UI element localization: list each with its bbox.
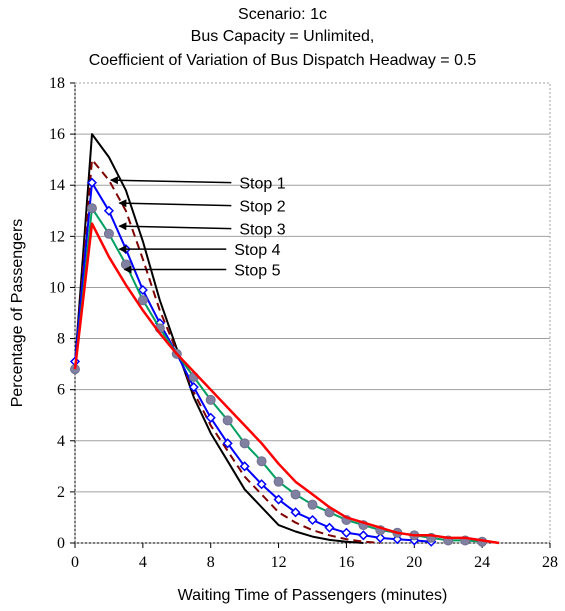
annotation-stop-5: Stop 5: [123, 263, 281, 280]
annotation-label: Stop 2: [239, 199, 285, 216]
data-point: [120, 259, 131, 270]
x-tick-label: 20: [406, 554, 422, 571]
y-tick-label: 8: [57, 331, 65, 348]
annotation-stop-4: Stop 4: [118, 242, 281, 259]
data-point: [358, 530, 369, 541]
annotation-label: Stop 5: [234, 263, 280, 280]
annotation-stop-3: Stop 3: [118, 222, 286, 239]
annotation-stop-2: Stop 2: [118, 199, 286, 216]
annotation-label: Stop 4: [234, 242, 280, 259]
series-stop-5: [73, 222, 500, 545]
data-point: [324, 522, 335, 533]
y-axis-title: Percentage of Passengers: [9, 219, 26, 408]
data-point: [239, 461, 250, 472]
data-point: [222, 415, 233, 426]
x-tick-label: 24: [474, 554, 490, 571]
series-stop-2: [74, 158, 381, 544]
data-point: [307, 499, 318, 510]
x-axis-title: Waiting Time of Passengers (minutes): [178, 587, 448, 604]
series-line: [73, 222, 500, 545]
plot-area-frame: [74, 82, 551, 544]
annotation-arrow: [118, 222, 232, 231]
data-point: [86, 177, 98, 188]
data-point: [341, 527, 352, 538]
data-point: [137, 284, 148, 296]
annotation-label: Stop 3: [239, 222, 285, 239]
chart-title-line-2: Bus Capacity = Unlimited,: [190, 28, 375, 45]
data-point: [205, 412, 216, 423]
x-tick-label: 16: [338, 554, 354, 571]
y-tick-label: 0: [57, 535, 65, 552]
data-point: [290, 489, 301, 500]
chart-title-line-1: Scenario: 1c: [238, 6, 327, 23]
x-tick-label: 0: [71, 554, 79, 571]
y-tick-label: 6: [57, 382, 65, 399]
series-stop-1: [74, 133, 364, 544]
data-point: [273, 476, 284, 487]
data-point: [86, 203, 97, 214]
x-tick-label: 4: [139, 554, 147, 571]
chart-title-line-3: Coefficient of Variation of Bus Dispatch…: [88, 52, 477, 69]
series-layer: [69, 133, 500, 547]
annotation-arrow: [109, 176, 232, 185]
data-point: [137, 295, 148, 306]
x-tick-label: 8: [207, 554, 215, 571]
y-tick-label: 10: [49, 279, 65, 296]
y-tick-label: 18: [49, 75, 65, 92]
data-point: [205, 394, 216, 405]
y-tick-label: 12: [49, 228, 65, 245]
data-point: [188, 382, 199, 393]
data-point: [375, 532, 386, 543]
data-point: [256, 456, 267, 467]
x-tick-label: 28: [542, 554, 558, 571]
y-tick-label: 4: [57, 433, 65, 450]
data-point: [103, 205, 114, 216]
y-tick-label: 2: [57, 484, 65, 501]
data-point: [239, 438, 250, 449]
annotations-layer: Stop 1 Stop 2 Stop 3 Stop 4 Stop 5: [109, 176, 286, 280]
x-tick-label: 12: [271, 554, 287, 571]
series-line: [74, 133, 364, 544]
y-tick-label: 16: [49, 126, 65, 143]
data-point: [307, 514, 318, 526]
annotation-stop-1: Stop 1: [109, 176, 286, 193]
annotation-label: Stop 1: [239, 176, 285, 193]
data-point: [290, 507, 301, 518]
y-tick-label: 14: [49, 177, 65, 194]
series-line: [74, 158, 381, 544]
data-point: [256, 479, 267, 490]
data-point: [222, 438, 233, 449]
data-point: [273, 494, 284, 505]
data-point: [103, 228, 114, 239]
annotation-arrow: [118, 199, 232, 208]
